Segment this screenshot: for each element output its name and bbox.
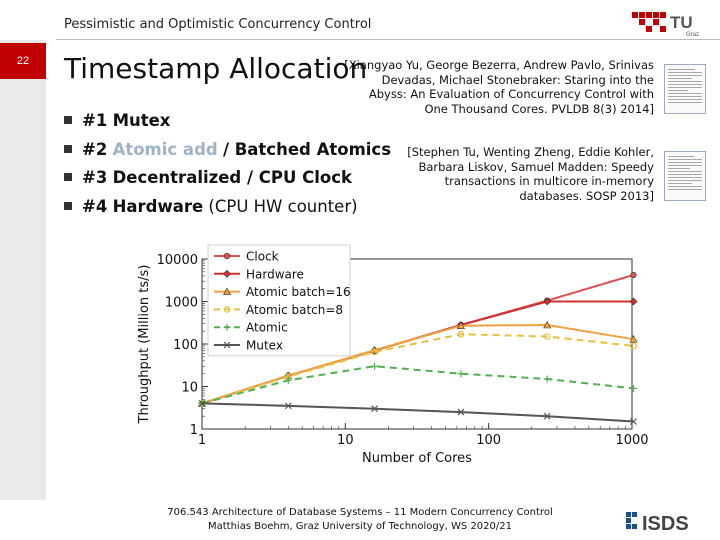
bullet-item: #1 Mutex xyxy=(64,107,391,136)
reference-citation: [Stephen Tu, Wenting Zheng, Eddie Kohler… xyxy=(407,145,654,203)
legend-marker xyxy=(223,252,231,260)
footer-course: 706.543 Architecture of Database Systems… xyxy=(167,507,553,518)
isds-logo: ISDS xyxy=(626,512,689,534)
legend-label: Atomic batch=8 xyxy=(246,303,343,317)
data-point xyxy=(457,370,465,378)
legend-box xyxy=(207,244,351,357)
footer: 706.543 Architecture of Database Systems… xyxy=(150,506,570,534)
data-point xyxy=(457,330,465,338)
logo-subtext: Graz xyxy=(686,32,699,38)
legend-marker xyxy=(222,287,232,295)
square-bullet-icon xyxy=(64,116,72,124)
legend-marker xyxy=(223,305,231,313)
header-divider xyxy=(56,39,720,40)
isds-logo-text: ISDS xyxy=(642,513,689,534)
y-axis-label: Throughput (Million ts/s) xyxy=(137,265,152,425)
tu-graz-logo: TU Graz xyxy=(632,12,699,38)
data-point xyxy=(630,418,637,425)
course-title: Pessimistic and Optimistic Concurrency C… xyxy=(64,17,372,32)
data-point xyxy=(543,333,551,340)
series-line xyxy=(201,402,634,423)
data-point xyxy=(630,342,637,350)
legend-label: Hardware xyxy=(246,267,304,281)
slide-title: Timestamp Allocation xyxy=(64,52,368,85)
footer-author: Matthias Boehm, Graz University of Techn… xyxy=(208,521,512,532)
legend-marker xyxy=(223,323,231,331)
bullet-list: #1 Mutex #2 Atomic add / Batched Atomics… xyxy=(64,107,391,221)
legend-marker xyxy=(223,341,231,349)
legend-label: Clock xyxy=(246,250,279,264)
square-bullet-icon xyxy=(64,173,72,181)
data-point xyxy=(543,375,551,383)
data-point xyxy=(284,376,292,384)
data-point xyxy=(284,402,292,410)
throughput-chart: 1 10 100 1000 1 10 100 1000 10000 Number of Cores… xyxy=(137,244,649,466)
x-tick-label: 10 xyxy=(337,433,354,448)
page-number: 22 xyxy=(0,43,46,79)
reference-citation: [Xiangyao Yu, George Bezerra, Andrew Pav… xyxy=(344,58,654,116)
x-tick-label: 100 xyxy=(476,433,501,448)
data-point xyxy=(371,362,379,370)
paper-thumbnail xyxy=(664,64,706,114)
data-point xyxy=(371,405,379,413)
square-bullet-icon xyxy=(64,144,72,153)
data-point xyxy=(457,408,465,416)
paper-thumbnail xyxy=(664,151,706,201)
legend-label: Atomic xyxy=(246,321,288,335)
bullet-item: #4 Hardware (CPU HW counter) xyxy=(64,193,391,222)
data-point xyxy=(371,348,378,356)
left-sidebar xyxy=(0,40,46,500)
y-tick-label: 10000 xyxy=(157,253,198,268)
legend-marker xyxy=(223,269,231,278)
data-point xyxy=(543,297,552,306)
series-line xyxy=(201,333,634,405)
y-tick-label: 10 xyxy=(181,381,198,396)
y-tick-label: 100 xyxy=(173,338,198,353)
x-tick-label: 1 xyxy=(198,433,206,448)
data-point xyxy=(629,335,638,343)
bullet-item: #2 Atomic add / Batched Atomics xyxy=(64,136,391,165)
y-tick-label: 1 xyxy=(190,423,198,438)
x-tick-label: 1000 xyxy=(615,433,648,448)
data-point xyxy=(198,399,206,407)
x-axis-label: Number of Cores xyxy=(362,451,472,466)
bullet-item: #3 Decentralized / CPU Clock xyxy=(64,164,391,193)
data-point xyxy=(630,271,637,279)
logo-text: TU xyxy=(670,13,693,32)
series-line xyxy=(201,365,634,405)
legend-label: Atomic batch=16 xyxy=(246,285,351,299)
data-point xyxy=(456,321,465,329)
legend-label: Mutex xyxy=(246,339,283,353)
data-point xyxy=(629,297,638,306)
y-tick-label: 1000 xyxy=(165,296,198,311)
data-point xyxy=(543,412,551,420)
data-point xyxy=(543,320,552,329)
data-point xyxy=(629,384,637,392)
square-bullet-icon xyxy=(64,201,72,210)
